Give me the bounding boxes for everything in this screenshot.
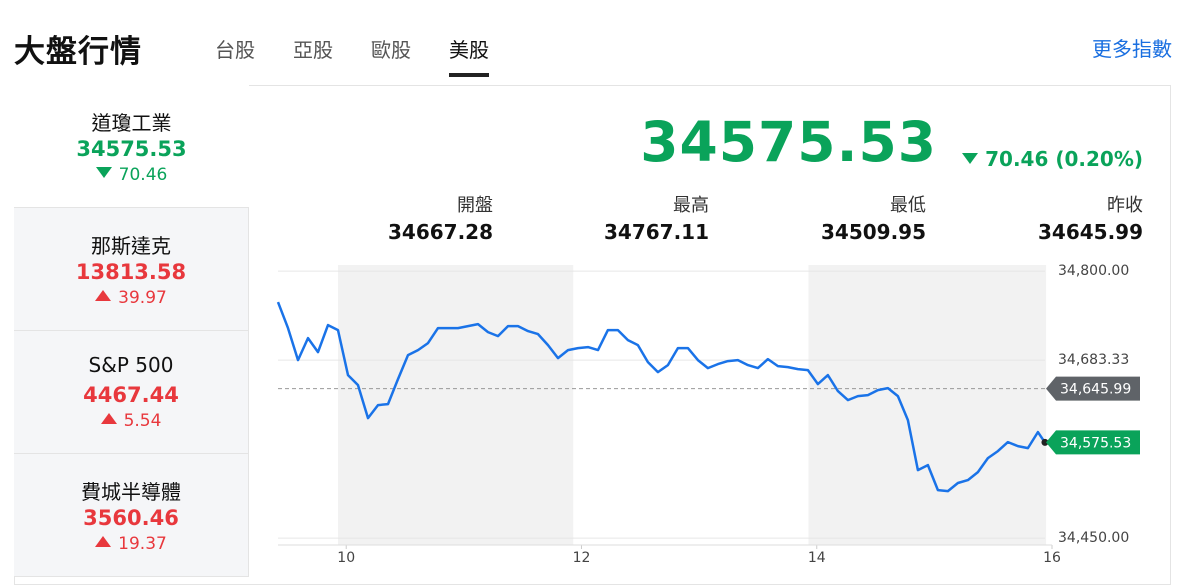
quote-change: 70.46 (0.20%) bbox=[962, 147, 1143, 171]
index-name: S&P 500 bbox=[88, 353, 174, 377]
index-item[interactable]: 費城半導體 3560.46 19.37 bbox=[14, 454, 249, 577]
stat-label: 昨收 bbox=[1107, 195, 1143, 216]
index-change: 19.37 bbox=[14, 534, 248, 554]
tab[interactable]: 台股 bbox=[215, 38, 255, 62]
index-name: 那斯達克 bbox=[91, 234, 171, 258]
index-value: 34575.53 bbox=[76, 137, 187, 161]
change-arrow bbox=[95, 536, 112, 547]
stat-value: 34509.95 bbox=[820, 220, 926, 244]
price-line bbox=[276, 301, 1046, 493]
change-text: 5.54 bbox=[123, 411, 162, 431]
x-tick-label: 12 bbox=[573, 550, 591, 566]
stat-label: 最高 bbox=[673, 195, 709, 216]
tab[interactable]: 歐股 bbox=[371, 38, 411, 62]
prev-close-label: 34,645.99 bbox=[1060, 382, 1131, 398]
session-band bbox=[808, 265, 1047, 545]
page-title: 大盤行情 bbox=[14, 34, 142, 70]
index-change: 70.46 bbox=[14, 165, 249, 185]
y-tick-label: 34,450.00 bbox=[1058, 530, 1129, 546]
stat-value: 34767.11 bbox=[603, 220, 709, 244]
change-text: 70.46 bbox=[118, 165, 168, 185]
last-price-label: 34,575.53 bbox=[1060, 435, 1131, 451]
change-text: 70.46 (0.20%) bbox=[985, 147, 1143, 171]
change-text: 39.97 bbox=[118, 288, 167, 308]
prev-close-tag bbox=[1046, 376, 1140, 401]
index-name: 費城半導體 bbox=[81, 480, 181, 504]
index-change: 39.97 bbox=[14, 288, 248, 308]
y-tick-label: 34,683.33 bbox=[1058, 352, 1129, 368]
stat-label: 最低 bbox=[890, 195, 926, 216]
index-item[interactable]: 那斯達克 13813.58 39.97 bbox=[14, 208, 249, 331]
change-arrow bbox=[962, 153, 979, 164]
x-tick-label: 10 bbox=[337, 550, 355, 566]
index-value: 13813.58 bbox=[75, 260, 187, 284]
index-item[interactable]: S&P 500 4467.44 5.54 bbox=[14, 331, 249, 454]
index-value: 4467.44 bbox=[83, 383, 179, 407]
session-band bbox=[337, 265, 574, 545]
more-link[interactable]: 更多指數 bbox=[1092, 37, 1172, 61]
change-arrow bbox=[95, 290, 112, 301]
index-value: 3560.46 bbox=[83, 506, 179, 530]
stat-label: 開盤 bbox=[457, 195, 493, 216]
y-tick-label: 34,800.00 bbox=[1058, 263, 1129, 279]
index-change: 5.54 bbox=[14, 411, 248, 431]
tab[interactable]: 亞股 bbox=[293, 38, 333, 62]
last-point bbox=[1041, 438, 1049, 446]
x-tick-label: 14 bbox=[808, 550, 826, 566]
index-item[interactable]: 道瓊工業 34575.53 70.46 bbox=[14, 85, 249, 208]
change-arrow bbox=[100, 413, 117, 424]
change-arrow bbox=[95, 167, 112, 178]
last-price-tag bbox=[1046, 430, 1140, 455]
stat-value: 34645.99 bbox=[1037, 220, 1143, 244]
quote-value: 34575.53 bbox=[640, 110, 937, 174]
index-name: 道瓊工業 bbox=[91, 111, 172, 135]
x-tick-label: 16 bbox=[1043, 550, 1061, 566]
tab[interactable]: 美股 bbox=[449, 34, 489, 77]
stat-value: 34667.28 bbox=[387, 220, 493, 244]
change-text: 19.37 bbox=[118, 534, 167, 554]
